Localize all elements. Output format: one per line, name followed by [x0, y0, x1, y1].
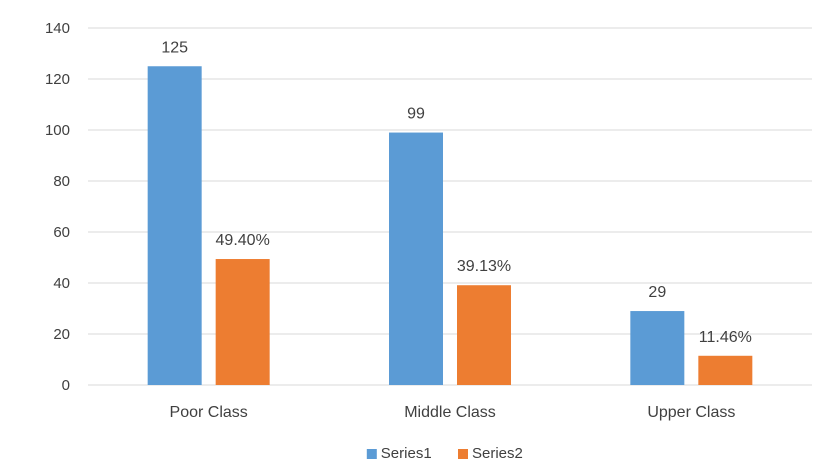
legend-swatch	[458, 449, 468, 459]
bar-series2-middle-class	[457, 285, 511, 385]
y-tick-label: 40	[53, 275, 70, 292]
y-tick-label: 80	[53, 173, 70, 190]
data-labels: 125 49.40% 99 39.13% 29 11.46%	[161, 39, 752, 346]
legend-swatch	[366, 449, 377, 459]
y-tick-label: 100	[45, 122, 70, 139]
legend-label: Series1	[381, 445, 432, 462]
bar-series2-poor-class	[215, 259, 270, 385]
y-tick-label: 20	[53, 326, 70, 343]
data-label: 49.40%	[216, 232, 270, 249]
legend-item-series1: Series1	[366, 445, 432, 462]
data-label: 11.46%	[699, 329, 752, 346]
bar-series2-upper-class	[698, 355, 753, 385]
data-label: 99	[407, 106, 425, 123]
x-category-label: Upper Class	[647, 404, 735, 421]
bars	[147, 66, 753, 385]
y-tick-label: 0	[62, 377, 70, 394]
y-axis-ticks: 0 20 40 60 80 100 120 140	[45, 20, 70, 394]
legend-item-series2: Series2	[458, 445, 523, 462]
legend-label: Series2	[472, 445, 523, 462]
x-axis-categories: Poor Class Middle Class Upper Class	[170, 404, 736, 421]
x-category-label: Middle Class	[404, 404, 496, 421]
y-tick-label: 140	[45, 20, 70, 37]
legend: Series1 Series2	[366, 445, 523, 462]
data-label: 39.13%	[457, 258, 511, 275]
bar-series1-poor-class	[147, 66, 202, 385]
gridlines	[88, 27, 812, 386]
bar-series1-middle-class	[389, 132, 443, 385]
data-label: 125	[161, 39, 188, 56]
y-tick-label: 60	[53, 224, 70, 241]
bar-series1-upper-class	[630, 311, 685, 385]
data-label: 29	[648, 284, 666, 301]
y-tick-label: 120	[45, 71, 70, 88]
x-category-label: Poor Class	[170, 404, 248, 421]
